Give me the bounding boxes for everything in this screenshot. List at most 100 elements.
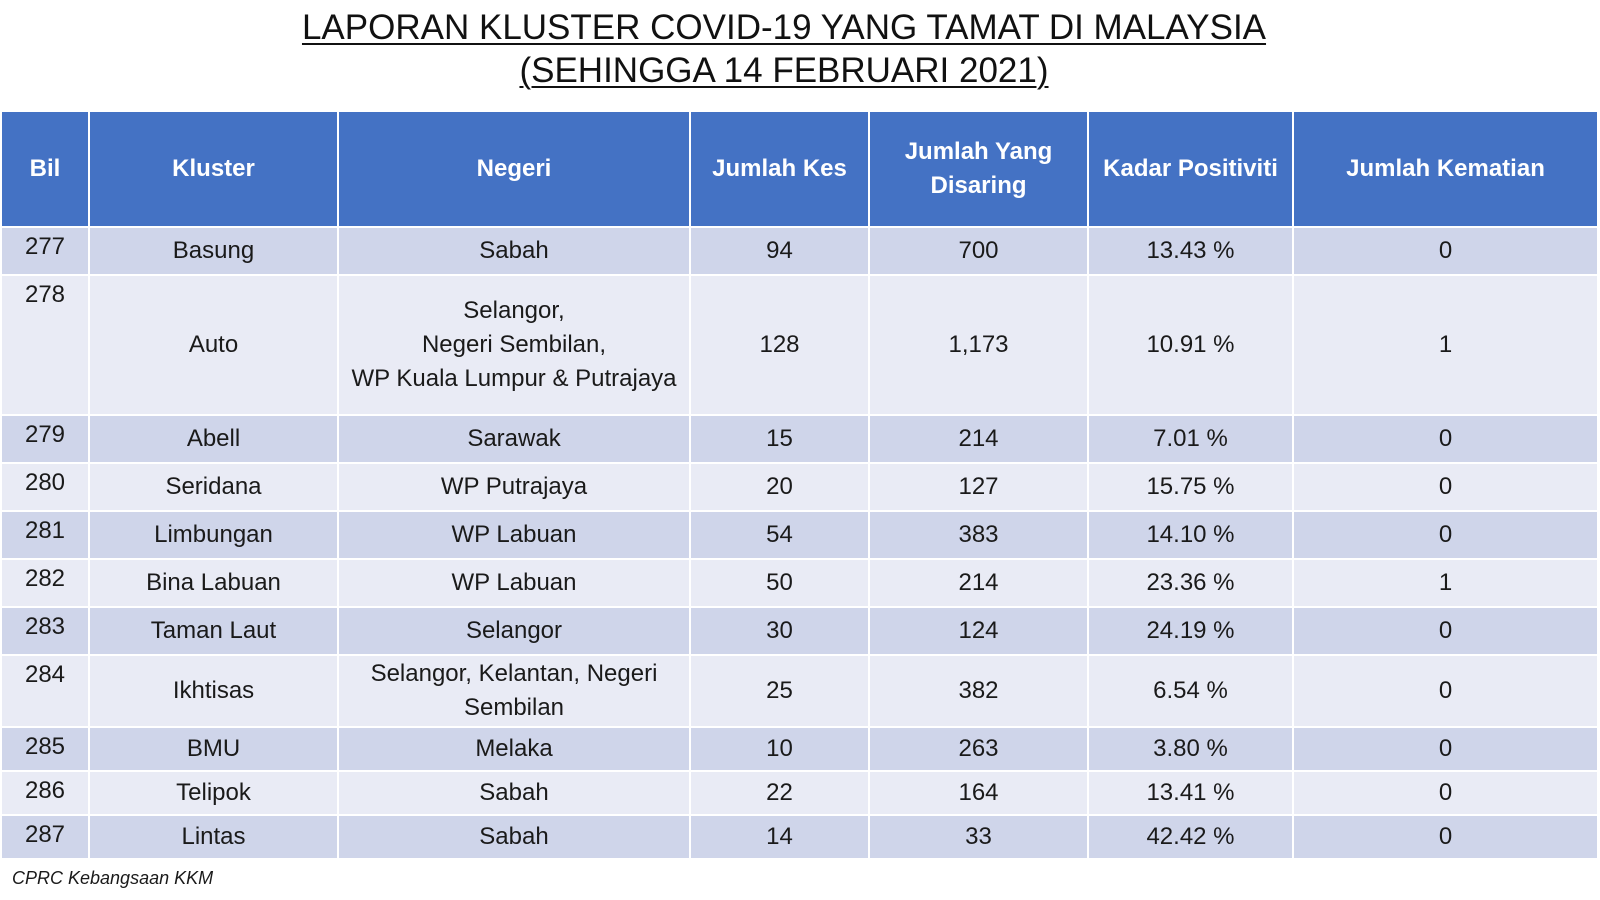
cell-jumlah-kematian: 0 [1292,814,1599,860]
cell-negeri: WP Putrajaya [337,462,691,512]
cell-kluster: Telipok [88,770,339,816]
column-header-jumlah-disaring: Jumlah Yang Disaring [868,110,1089,228]
cell-kluster: Lintas [88,814,339,860]
cell-negeri: Selangor, Negeri Sembilan, WP Kuala Lump… [337,274,691,416]
table-row: 280 Seridana WP Putrajaya 20 127 15.75 % 0 [0,462,1599,512]
cell-jumlah-disaring: 214 [868,558,1089,608]
cell-jumlah-kematian: 0 [1292,462,1599,512]
cell-jumlah-kematian: 0 [1292,770,1599,816]
cell-negeri: WP Labuan [337,510,691,560]
table-row: 279 Abell Sarawak 15 214 7.01 % 0 [0,414,1599,464]
column-header-jumlah-kematian: Jumlah Kematian [1292,110,1599,228]
cell-kluster: Taman Laut [88,606,339,656]
cell-bil: 280 [0,462,90,512]
column-header-jumlah-kes: Jumlah Kes [689,110,870,228]
cell-jumlah-kes: 94 [689,226,870,276]
cell-jumlah-disaring: 700 [868,226,1089,276]
cell-kluster: Bina Labuan [88,558,339,608]
cell-jumlah-kematian: 0 [1292,510,1599,560]
cell-kluster: Basung [88,226,339,276]
cell-kadar-positiviti: 15.75 % [1087,462,1294,512]
cell-kadar-positiviti: 23.36 % [1087,558,1294,608]
cell-jumlah-kes: 22 [689,770,870,816]
table-row: 282 Bina Labuan WP Labuan 50 214 23.36 % 1 [0,558,1599,608]
table-row: 285 BMU Melaka 10 263 3.80 % 0 [0,726,1599,772]
cell-jumlah-kematian: 0 [1292,726,1599,772]
cell-negeri: Sabah [337,770,691,816]
cell-kadar-positiviti: 7.01 % [1087,414,1294,464]
table-body: 277 Basung Sabah 94 700 13.43 % 0 278 Auto Selang… [0,226,1599,860]
cluster-table: Bil Kluster Negeri Jumlah Kes Jumlah Yan… [0,110,1599,860]
cell-bil: 278 [0,274,90,416]
column-header-bil: Bil [0,110,90,228]
source-note: CPRC Kebangsaan KKM [12,868,214,888]
cell-jumlah-disaring: 33 [868,814,1089,860]
cell-kluster: Auto [88,274,339,416]
cell-jumlah-kes: 15 [689,414,870,464]
cell-bil: 279 [0,414,90,464]
table-row: 287 Lintas Sabah 14 33 42.42 % 0 [0,814,1599,860]
cell-negeri: WP Labuan [337,558,691,608]
cell-jumlah-disaring: 383 [868,510,1089,560]
cell-bil: 283 [0,606,90,656]
cell-jumlah-disaring: 164 [868,770,1089,816]
cell-jumlah-kematian: 0 [1292,414,1599,464]
table-row: 281 Limbungan WP Labuan 54 383 14.10 % 0 [0,510,1599,560]
cell-jumlah-disaring: 214 [868,414,1089,464]
cell-kadar-positiviti: 6.54 % [1087,654,1294,728]
cell-bil: 286 [0,770,90,816]
cell-kluster: BMU [88,726,339,772]
cell-negeri: Selangor [337,606,691,656]
cell-bil: 282 [0,558,90,608]
cell-jumlah-kematian: 0 [1292,606,1599,656]
table-row: 283 Taman Laut Selangor 30 124 24.19 % 0 [0,606,1599,656]
cell-jumlah-disaring: 1,173 [868,274,1089,416]
table-header-row: Bil Kluster Negeri Jumlah Kes Jumlah Yan… [0,110,1599,228]
cell-jumlah-kes: 25 [689,654,870,728]
cell-negeri: Selangor, Kelantan, Negeri Sembilan [337,654,691,728]
table-row: 284 Ikhtisas Selangor, Kelantan, Negeri Se… [0,654,1599,728]
cell-kadar-positiviti: 13.41 % [1087,770,1294,816]
cell-jumlah-kematian: 1 [1292,274,1599,416]
cell-kluster: Seridana [88,462,339,512]
cell-kluster: Limbungan [88,510,339,560]
cell-kadar-positiviti: 14.10 % [1087,510,1294,560]
cell-kadar-positiviti: 3.80 % [1087,726,1294,772]
title-block: LAPORAN KLUSTER COVID-19 YANG TAMAT DI M… [0,6,1568,92]
cell-bil: 285 [0,726,90,772]
cell-kadar-positiviti: 42.42 % [1087,814,1294,860]
cell-jumlah-disaring: 124 [868,606,1089,656]
cell-jumlah-kematian: 0 [1292,226,1599,276]
cell-negeri: Sabah [337,814,691,860]
cell-jumlah-kes: 30 [689,606,870,656]
cell-bil: 281 [0,510,90,560]
report-title: LAPORAN KLUSTER COVID-19 YANG TAMAT DI M… [301,8,1267,47]
column-header-kadar-positiviti: Kadar Positiviti [1087,110,1294,228]
cell-jumlah-kes: 54 [689,510,870,560]
cell-kluster: Abell [88,414,339,464]
cell-jumlah-kematian: 0 [1292,654,1599,728]
cell-jumlah-disaring: 263 [868,726,1089,772]
cell-jumlah-kes: 20 [689,462,870,512]
cell-kadar-positiviti: 13.43 % [1087,226,1294,276]
cell-bil: 277 [0,226,90,276]
cell-jumlah-kes: 10 [689,726,870,772]
cell-bil: 284 [0,654,90,728]
cell-kadar-positiviti: 10.91 % [1087,274,1294,416]
column-header-kluster: Kluster [88,110,339,228]
cell-negeri: Melaka [337,726,691,772]
report-date-subtitle: (SEHINGGA 14 FEBRUARI 2021) [519,51,1049,90]
cell-jumlah-kematian: 1 [1292,558,1599,608]
cell-jumlah-kes: 128 [689,274,870,416]
table-row: 277 Basung Sabah 94 700 13.43 % 0 [0,226,1599,276]
cell-jumlah-disaring: 382 [868,654,1089,728]
cell-jumlah-kes: 14 [689,814,870,860]
cell-kluster: Ikhtisas [88,654,339,728]
cell-negeri: Sabah [337,226,691,276]
cell-jumlah-kes: 50 [689,558,870,608]
cell-kadar-positiviti: 24.19 % [1087,606,1294,656]
column-header-negeri: Negeri [337,110,691,228]
table-row: 286 Telipok Sabah 22 164 13.41 % 0 [0,770,1599,816]
cell-bil: 287 [0,814,90,860]
